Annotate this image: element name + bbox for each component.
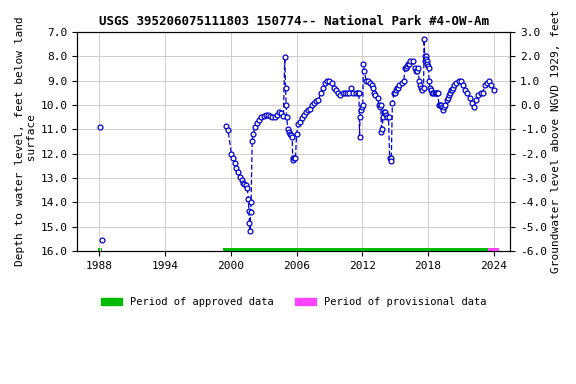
Legend: Period of approved data, Period of provisional data: Period of approved data, Period of provi… (97, 293, 491, 311)
Bar (101, 248, 103, 253)
Bar (223, 248, 488, 253)
Y-axis label: Depth to water level, feet below land
 surface: Depth to water level, feet below land su… (15, 17, 37, 266)
Bar (98, 248, 100, 253)
Y-axis label: Groundwater level above NGVD 1929, feet: Groundwater level above NGVD 1929, feet (551, 10, 561, 273)
Bar (488, 248, 499, 253)
Title: USGS 395206075111803 150774-- National Park #4-OW-Am: USGS 395206075111803 150774-- National P… (99, 15, 489, 28)
